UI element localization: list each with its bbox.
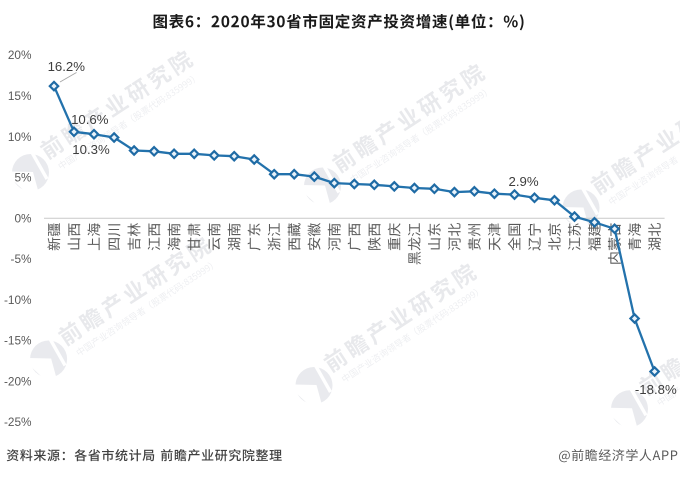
svg-text:-25%: -25% <box>4 415 32 429</box>
svg-text:5%: 5% <box>14 171 32 185</box>
svg-text:10.6%: 10.6% <box>71 112 109 127</box>
svg-text:-18.8%: -18.8% <box>635 382 677 397</box>
svg-text:-20%: -20% <box>4 374 32 388</box>
svg-text:16.2%: 16.2% <box>48 59 86 74</box>
svg-text:0%: 0% <box>14 211 32 225</box>
svg-text:-15%: -15% <box>4 334 32 348</box>
svg-text:-10%: -10% <box>4 293 32 307</box>
svg-text:2.9%: 2.9% <box>509 174 539 189</box>
svg-text:15%: 15% <box>8 89 32 103</box>
svg-text:-5%: -5% <box>11 252 32 266</box>
svg-text:10.3%: 10.3% <box>72 142 110 157</box>
svg-text:10%: 10% <box>8 130 32 144</box>
svg-text:20%: 20% <box>8 48 32 62</box>
